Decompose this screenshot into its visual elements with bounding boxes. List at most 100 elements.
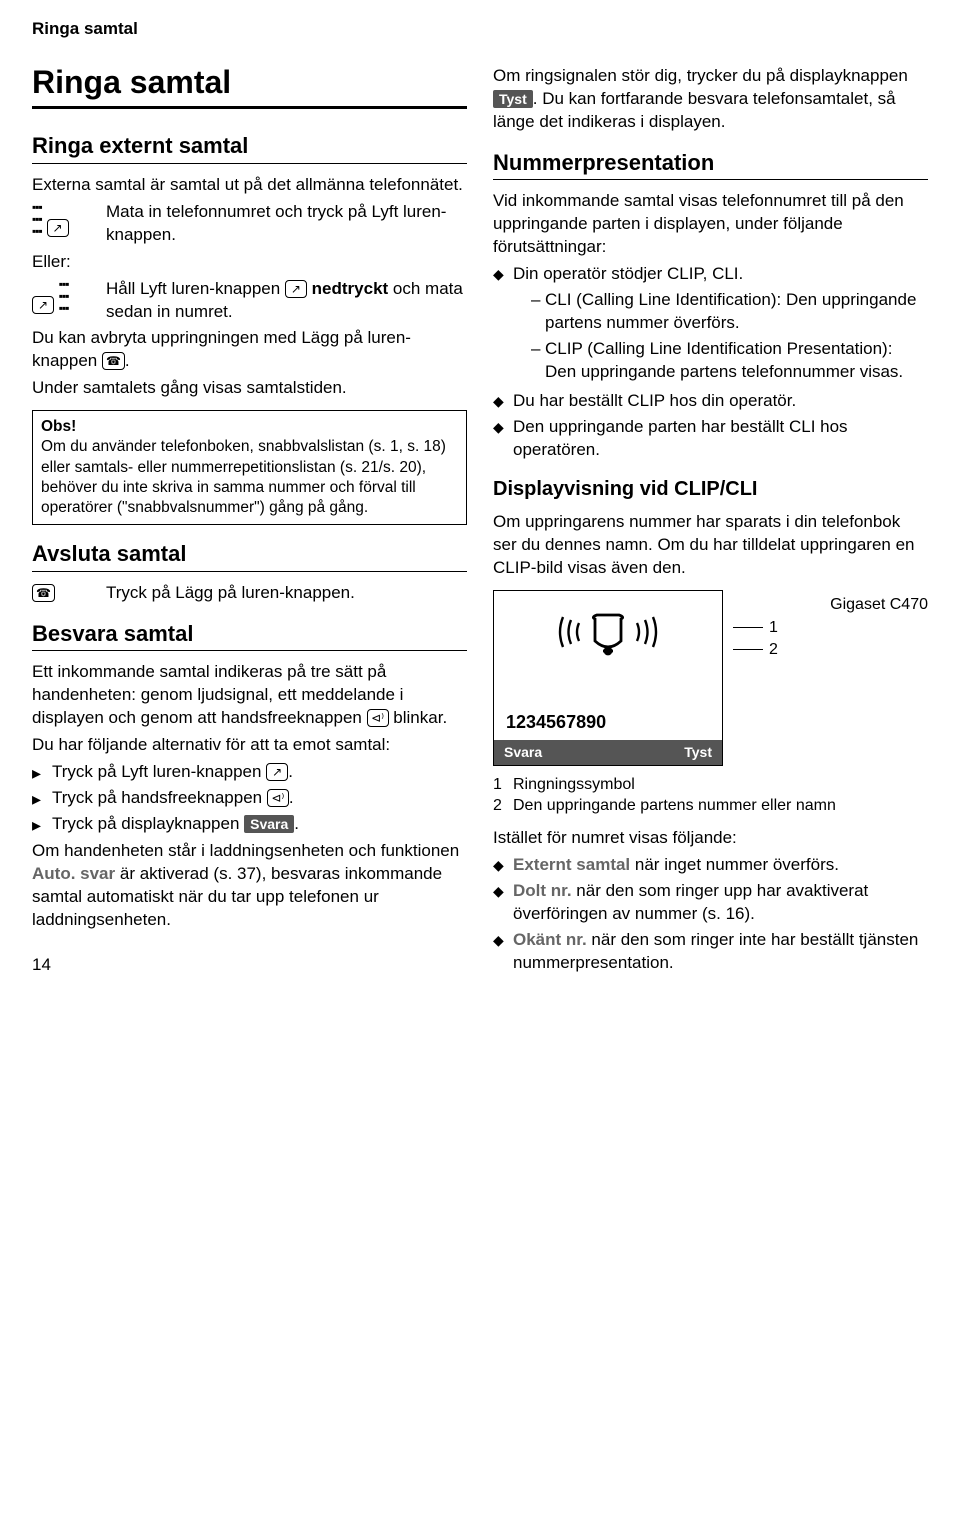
left-column: Ringa samtal Ringa externt samtal Extern… <box>32 61 467 979</box>
li2b: . <box>289 788 294 807</box>
legend-1: 1 Ringningssymbol <box>493 774 928 796</box>
alt-unknown: Okänt nr. när den som ringer inte har be… <box>493 929 928 975</box>
keypad-icon: ▪▪▪▪▪▪▪▪▪ <box>59 278 69 314</box>
li1a: Tryck på Lyft luren-knappen <box>52 762 266 781</box>
lift-key-icon: ↗ <box>266 763 288 781</box>
alt-external: Externt samtal när inget nummer överförs… <box>493 854 928 877</box>
end-call-text: Tryck på Lägg på luren-knappen. <box>106 582 467 605</box>
cond-caller-cli: Den uppringande parten har beställt CLI … <box>493 416 928 462</box>
intro-text: Externa samtal är samtal ut på det allmä… <box>32 174 467 197</box>
callout-1-num: 1 <box>769 617 778 639</box>
b1rest: när inget nummer överförs. <box>630 855 839 874</box>
mute-ring-text: Om ringsignalen stör dig, trycker du på … <box>493 65 928 134</box>
li2a: Tryck på handsfreeknappen <box>52 788 267 807</box>
speaker-key-icon: ⊲⁾ <box>367 709 389 727</box>
softkey-tyst: Tyst <box>684 743 712 762</box>
subsection-display: Displayvisning vid CLIP/CLI <box>493 476 928 503</box>
callouts: Gigaset C470 1 2 <box>733 590 928 687</box>
legend-2: 2 Den uppringande partens nummer eller n… <box>493 795 928 817</box>
li3b: . <box>294 814 299 833</box>
softkey-svara: Svara <box>504 743 542 762</box>
clip-conditions-list: Din operatör stödjer CLIP, CLI. CLI (Cal… <box>493 263 928 462</box>
end-call-row: ☎ Tryck på Lägg på luren-knappen. <box>32 582 467 605</box>
section-ring-external: Ringa externt samtal <box>32 131 467 164</box>
cli-definitions: CLI (Calling Line Identification): Den u… <box>513 289 928 384</box>
answer-intro: Ett inkommande samtal indikeras på tre s… <box>32 661 467 730</box>
p1b: . <box>125 351 130 370</box>
end-call-icon: ☎ <box>32 582 96 605</box>
option-lift: Tryck på Lyft luren-knappen ↗. <box>32 761 467 784</box>
running-header: Ringa samtal <box>32 18 928 41</box>
model-label: Gigaset C470 <box>830 596 928 613</box>
dial-icons: ▪▪▪▪▪▪▪▪▪ ↗ <box>32 201 96 247</box>
note-body: Om du använder telefonboken, snabbvalsli… <box>41 437 458 518</box>
callout-line <box>733 627 763 628</box>
auto-answer-text: Om handenheten står i laddningsenheten o… <box>32 840 467 932</box>
display-intro: Om uppringarens nummer har sparats i din… <box>493 511 928 580</box>
section-end-call: Avsluta samtal <box>32 539 467 572</box>
page-number: 14 <box>32 954 467 977</box>
def-clip: CLIP (Calling Line Identification Presen… <box>513 338 928 384</box>
note-box: Obs! Om du använder telefonboken, snabbv… <box>32 410 467 525</box>
tyst-softkey: Tyst <box>493 90 533 108</box>
dial-icons-2: ↗ ▪▪▪▪▪▪▪▪▪ <box>32 278 96 324</box>
option-speaker: Tryck på handsfreeknappen ⊲⁾. <box>32 787 467 810</box>
topa: Om ringsignalen stör dig, trycker du på … <box>493 66 908 85</box>
phone-display: 1234567890 Svara Tyst <box>493 590 723 766</box>
or-label: Eller: <box>32 251 467 274</box>
right-column: Om ringsignalen stör dig, trycker du på … <box>493 61 928 979</box>
legend-2-num: 2 <box>493 795 507 817</box>
option-softkey: Tryck på displayknappen Svara. <box>32 813 467 836</box>
callout-line <box>733 649 763 650</box>
callout-2-num: 2 <box>769 639 778 661</box>
display-legend: 1 Ringningssymbol 2 Den uppringande part… <box>493 774 928 817</box>
p3a: Om handenheten står i laddningsenheten o… <box>32 841 459 860</box>
alt-hidden: Dolt nr. när den som ringer upp har avak… <box>493 880 928 926</box>
clip-intro: Vid inkommande samtal visas telefonnumre… <box>493 190 928 259</box>
cond-ordered-clip: Du har beställt CLIP hos din operatör. <box>493 390 928 413</box>
d1: Din operatör stödjer CLIP, CLI. <box>513 264 743 283</box>
lift-key-icon: ↗ <box>32 296 54 314</box>
note-title: Obs! <box>41 417 458 437</box>
callout-2: 2 <box>733 639 928 661</box>
callout-1: 1 <box>733 617 928 639</box>
caller-number: 1234567890 <box>494 710 722 734</box>
number-alternatives-list: Externt samtal när inget nummer överförs… <box>493 854 928 975</box>
auto-svar-label: Auto. svar <box>32 864 115 883</box>
row2-bold: nedtryckt <box>312 279 389 298</box>
answer-options-intro: Du har följande alternativ för att ta em… <box>32 734 467 757</box>
instruction-row-2: ↗ ▪▪▪▪▪▪▪▪▪ Håll Lyft luren-knappen ↗ ne… <box>32 278 467 324</box>
display-illustration: 1234567890 Svara Tyst Gigaset C470 1 2 <box>493 590 928 766</box>
externt-label: Externt samtal <box>513 855 630 874</box>
instead-number-intro: Istället för numret visas följande: <box>493 827 928 850</box>
keypad-icon: ▪▪▪▪▪▪▪▪▪ <box>32 201 42 237</box>
li1b: . <box>288 762 293 781</box>
li3a: Tryck på displayknappen <box>52 814 244 833</box>
lift-key-icon: ↗ <box>285 280 307 298</box>
ringing-icon <box>494 607 722 664</box>
display-softkeys: Svara Tyst <box>494 740 722 765</box>
call-time-text: Under samtalets gång visas samtalstiden. <box>32 377 467 400</box>
row2a: Håll Lyft luren-knappen <box>106 279 285 298</box>
section-clip: Nummerpresentation <box>493 148 928 181</box>
callout-model: Gigaset C470 1 <box>733 594 928 639</box>
legend-1-num: 1 <box>493 774 507 796</box>
legend-2-text: Den uppringande partens nummer eller nam… <box>513 795 836 817</box>
instruction-2-text: Håll Lyft luren-knappen ↗ nedtryckt och … <box>106 278 467 324</box>
speaker-key-icon: ⊲⁾ <box>267 789 289 807</box>
hangup-key-icon: ☎ <box>102 352 125 370</box>
answer-options-list: Tryck på Lyft luren-knappen ↗. Tryck på … <box>32 761 467 836</box>
page-title: Ringa samtal <box>32 61 467 109</box>
p1a: Du kan avbryta uppringningen med Lägg på… <box>32 328 411 370</box>
lift-key-icon: ↗ <box>47 219 69 237</box>
cancel-text: Du kan avbryta uppringningen med Lägg på… <box>32 327 467 373</box>
def-cli: CLI (Calling Line Identification): Den u… <box>513 289 928 335</box>
hangup-key-icon: ☎ <box>32 584 55 602</box>
instruction-1-text: Mata in telefonnumret och tryck på Lyft … <box>106 201 467 247</box>
topb: . Du kan fortfarande besvara telefonsamt… <box>493 89 896 131</box>
instruction-row-1: ▪▪▪▪▪▪▪▪▪ ↗ Mata in telefonnumret och tr… <box>32 201 467 247</box>
s3p1a: Ett inkommande samtal indikeras på tre s… <box>32 662 403 727</box>
cond-operator: Din operatör stödjer CLIP, CLI. CLI (Cal… <box>493 263 928 384</box>
page-columns: Ringa samtal Ringa externt samtal Extern… <box>32 61 928 979</box>
dolt-label: Dolt nr. <box>513 881 572 900</box>
